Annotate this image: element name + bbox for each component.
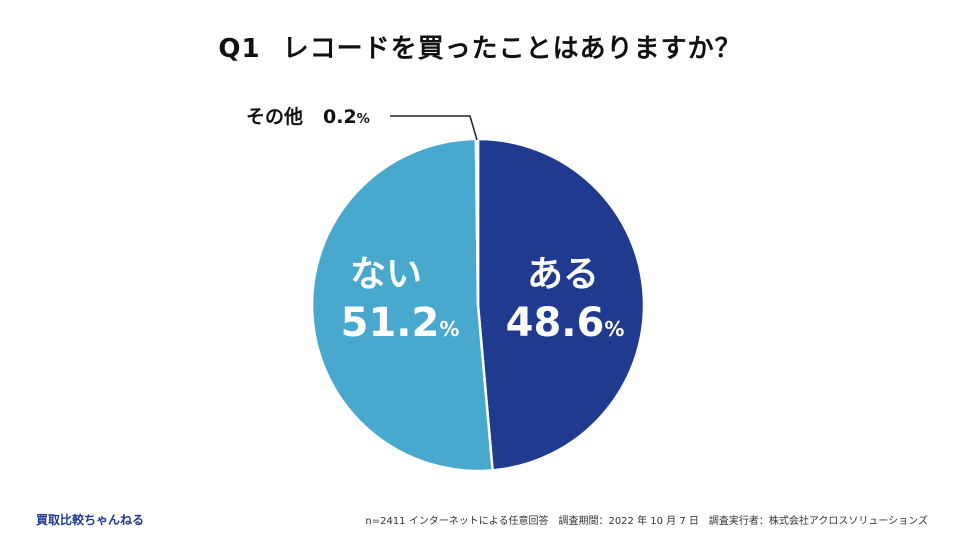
slice-value-nai-unit: %	[439, 317, 459, 341]
slice-name-aru: ある	[527, 254, 599, 295]
slice-value-nai-number: 51.2	[341, 300, 440, 346]
slice-label-nai: ない	[350, 254, 422, 295]
other-leader-line	[390, 115, 478, 141]
slice-label-other: その他 0.2%	[246, 105, 370, 128]
slice-value-other-unit: %	[357, 112, 370, 127]
slice-value-aru-unit: %	[604, 317, 624, 341]
footnote-sample: n=2411 インターネットによる任意回答	[365, 516, 549, 527]
chart-title: Q1 レコードを買ったことはありますか？	[0, 28, 960, 65]
slice-name-nai: ない	[350, 254, 422, 295]
slice-value-aru: 48.6%	[506, 300, 625, 346]
slice-value-nai: 51.2%	[341, 300, 460, 346]
survey-footnote: n=2411 インターネットによる任意回答 調査期間：2022 年 10 月 7 …	[355, 512, 928, 527]
slice-value-other-number: 0.2	[323, 106, 357, 128]
slice-name-other: その他	[246, 105, 303, 128]
slice-label-aru: ある	[527, 254, 599, 295]
slice-value-aru-number: 48.6	[506, 300, 605, 346]
slice-aru	[476, 137, 646, 472]
slice-nai	[310, 137, 494, 473]
question-number: Q1	[218, 34, 261, 64]
footnote-org: 調査実行者：株式会社アクロスソリューションズ	[708, 516, 928, 527]
footnote-period: 調査期間：2022 年 10 月 7 日	[558, 516, 699, 527]
pie-slices	[310, 137, 646, 473]
brand-logo-text: 買取比較ちゃんねる	[36, 513, 145, 527]
question-text: レコードを買ったことはありますか？	[282, 34, 742, 64]
